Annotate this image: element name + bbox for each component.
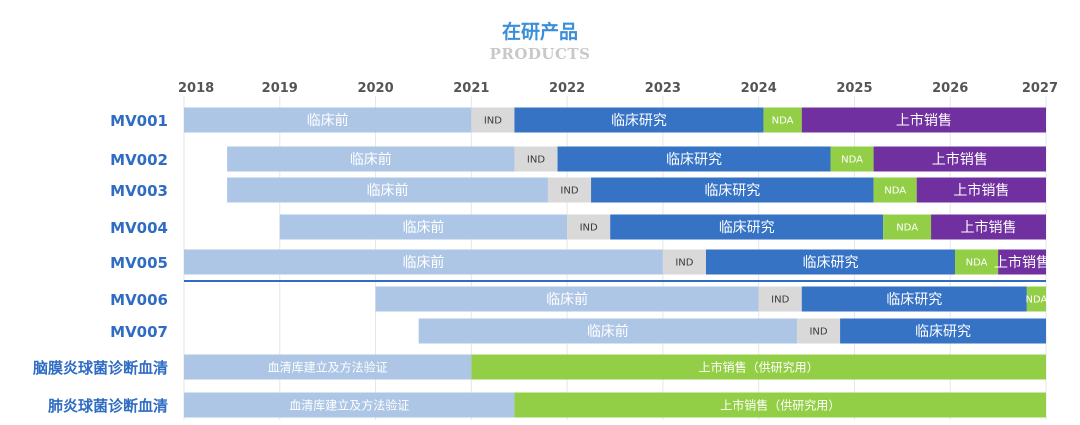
phase-bar — [514, 107, 764, 133]
phase-bar — [883, 214, 932, 240]
phase-label: 临床前 — [546, 291, 588, 308]
phase-bar — [514, 392, 1046, 418]
year-tick-label: 2027 — [1022, 81, 1058, 96]
phase-bar — [1026, 286, 1046, 312]
phase-label: 上市销售（供研究用） — [720, 397, 840, 412]
phase-label: 上市销售 — [994, 254, 1050, 271]
phase-label: IND — [809, 327, 827, 338]
row-label: MV002 — [110, 151, 168, 169]
row-label: 脑膜炎球菌诊断血清 — [33, 359, 168, 377]
phase-label: 临床研究 — [611, 113, 667, 129]
phase-label: 上市销售 — [896, 112, 952, 129]
phase-label: 临床研究 — [666, 152, 722, 168]
year-tick-label: 2025 — [836, 81, 872, 96]
phase-label: IND — [484, 116, 502, 127]
phase-label: 临床研究 — [803, 255, 859, 271]
phase-bar — [801, 286, 1027, 312]
year-tick-label: 2022 — [549, 81, 585, 96]
chart-title: 在研产品 — [501, 21, 578, 43]
phase-label: IND — [527, 155, 545, 166]
phase-label: 上市销售 — [932, 151, 988, 168]
phase-bar — [184, 249, 663, 275]
phase-bar — [998, 249, 1046, 275]
phase-bar — [916, 177, 1046, 203]
phase-bar — [184, 392, 515, 418]
year-tick-label: 2020 — [357, 81, 393, 96]
phase-bar — [840, 318, 1046, 344]
phase-bar — [547, 177, 592, 203]
phase-bar — [801, 107, 1046, 133]
phase-label: IND — [580, 223, 598, 234]
phase-label: NDA — [772, 116, 794, 127]
phase-label: 上市销售（供研究用） — [699, 359, 819, 374]
phase-label: 临床前 — [350, 151, 392, 168]
phase-label: IND — [771, 295, 789, 306]
phase-bar — [830, 146, 874, 172]
year-tick-label: 2018 — [178, 81, 214, 96]
phase-bar — [873, 177, 917, 203]
phase-label: NDA — [884, 186, 906, 197]
phase-label: 临床前 — [402, 219, 444, 236]
year-tick-label: 2019 — [262, 81, 298, 96]
phase-bar — [375, 286, 759, 312]
phase-label: NDA — [966, 258, 988, 269]
chart-subtitle: PRODUCTS — [489, 45, 591, 63]
phase-bar — [418, 318, 797, 344]
phase-bar — [227, 146, 515, 172]
phase-label: 临床研究 — [915, 324, 971, 340]
phase-label: 血清库建立及方法验证 — [268, 359, 388, 374]
year-tick-label: 2026 — [932, 81, 968, 96]
phase-bar — [184, 107, 472, 133]
phase-label: NDA — [1025, 295, 1047, 306]
phase-bar — [557, 146, 831, 172]
phase-label: 上市销售 — [961, 219, 1017, 236]
phase-bar — [931, 214, 1046, 240]
phase-bar — [873, 146, 1046, 172]
phase-bar — [796, 318, 841, 344]
phase-label: IND — [675, 258, 693, 269]
phase-bar — [758, 286, 802, 312]
phase-label: 临床前 — [307, 112, 349, 129]
phase-bar — [227, 177, 548, 203]
row-label: MV001 — [110, 112, 168, 130]
phase-bar — [514, 146, 558, 172]
phase-label: NDA — [896, 223, 918, 234]
row-label: MV007 — [110, 323, 168, 341]
row-label: 肺炎球菌诊断血清 — [48, 397, 168, 415]
phase-bar — [662, 249, 706, 275]
phase-label: 临床前 — [367, 182, 409, 199]
phase-label: IND — [560, 186, 578, 197]
row-label: MV004 — [110, 219, 168, 237]
phase-bar — [610, 214, 884, 240]
phase-label: 临床研究 — [886, 292, 942, 308]
row-label: MV005 — [110, 254, 168, 272]
phase-label: 临床前 — [587, 323, 629, 340]
phase-label: NDA — [841, 155, 863, 166]
phase-bar — [567, 214, 611, 240]
phase-label: 临床研究 — [719, 220, 775, 236]
phase-label: 血清库建立及方法验证 — [289, 397, 409, 412]
row-label: MV003 — [110, 182, 168, 200]
phase-bar — [184, 354, 472, 380]
phase-label: 临床前 — [402, 254, 444, 271]
phase-bar — [279, 214, 568, 240]
phase-label: 临床研究 — [704, 183, 760, 199]
phase-label: 上市销售 — [953, 182, 1009, 199]
row-label: MV006 — [110, 291, 168, 309]
phase-bar — [471, 354, 1046, 380]
phase-bar — [591, 177, 874, 203]
year-tick-label: 2024 — [741, 81, 777, 96]
phase-bar — [705, 249, 956, 275]
phase-bar — [955, 249, 999, 275]
year-tick-label: 2023 — [645, 81, 681, 96]
phase-bar — [471, 107, 515, 133]
year-tick-label: 2021 — [453, 81, 489, 96]
phase-bar — [763, 107, 802, 133]
